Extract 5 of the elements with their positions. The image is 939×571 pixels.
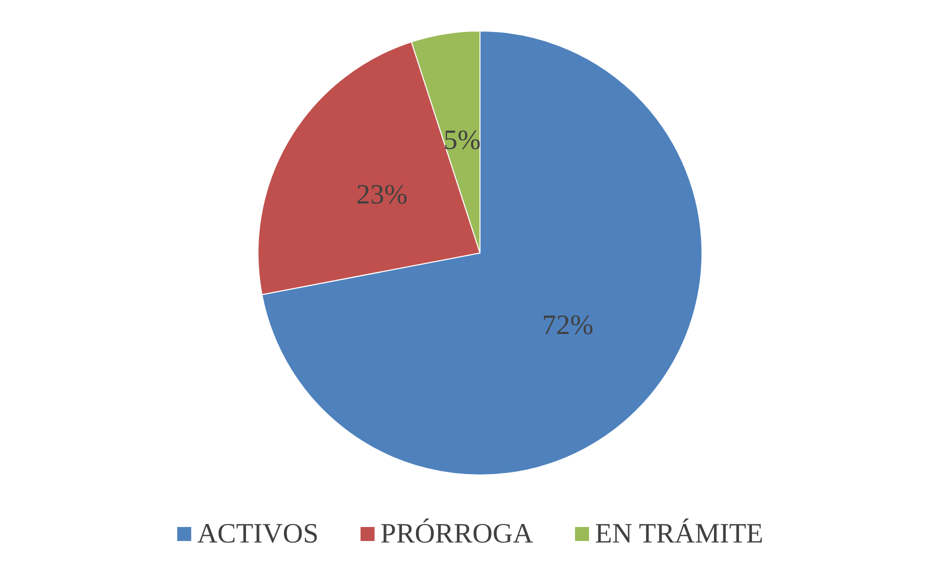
data-label: 72% bbox=[542, 310, 594, 342]
legend-label: EN TRÁMITE bbox=[595, 518, 764, 550]
legend-label: ACTIVOS bbox=[197, 518, 319, 550]
legend-label: PRÓRROGA bbox=[380, 518, 534, 550]
data-label: 23% bbox=[356, 179, 408, 210]
